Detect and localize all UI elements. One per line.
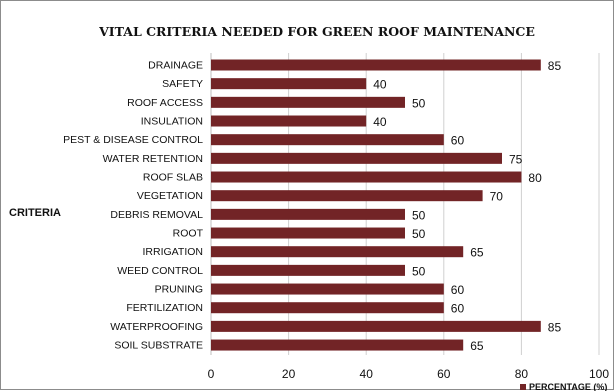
category-label: WATER RETENTION xyxy=(103,153,203,165)
data-label: 40 xyxy=(373,115,387,129)
category-label: WATERPROOFING xyxy=(110,321,203,333)
data-label: 40 xyxy=(373,78,387,92)
x-tick-label: 40 xyxy=(360,367,374,381)
bar xyxy=(211,115,367,127)
x-tick-labels: 0 20 40 60 80 100 xyxy=(208,367,610,381)
data-label: 60 xyxy=(451,283,465,297)
category-label: FERTILIZATION xyxy=(126,302,203,314)
category-label: DRAINAGE xyxy=(148,60,203,72)
bar xyxy=(211,339,464,351)
category-label: IRRIGATION xyxy=(143,246,203,258)
x-tick-label: 80 xyxy=(515,367,529,381)
category-label: ROOF SLAB xyxy=(143,172,203,184)
category-label: WEED CONTROL xyxy=(117,265,203,277)
x-tick-label: 0 xyxy=(208,367,215,381)
category-label: ROOT xyxy=(173,228,204,240)
data-labels: 85 40 50 40 60 75 80 70 50 50 65 50 60 60 85 65 xyxy=(373,59,561,353)
category-labels: DRAINAGE SAFETY ROOF ACCESS INSULATION PEST … xyxy=(63,60,203,352)
bar xyxy=(211,283,444,295)
bar xyxy=(211,190,483,202)
bar xyxy=(211,264,405,276)
data-label: 60 xyxy=(451,302,465,316)
category-label: PRUNING xyxy=(155,284,203,296)
data-label: 85 xyxy=(548,320,562,334)
category-label: ROOF ACCESS xyxy=(127,97,203,109)
x-tick-label: 20 xyxy=(282,367,296,381)
bar xyxy=(211,78,367,90)
chart-title: VITAL CRITERIA NEEDED FOR GREEN ROOF MAI… xyxy=(98,24,535,39)
data-label: 60 xyxy=(451,134,465,148)
bar xyxy=(211,171,522,183)
bar xyxy=(211,208,405,220)
data-label: 50 xyxy=(412,96,426,110)
legend: PERCENTAGE (%) xyxy=(520,382,607,391)
data-label: 80 xyxy=(528,171,542,185)
category-label: INSULATION xyxy=(141,116,203,128)
category-label: SAFETY xyxy=(162,78,203,90)
data-label: 50 xyxy=(412,264,426,278)
category-label: VEGETATION xyxy=(137,190,203,202)
bar xyxy=(211,59,541,71)
bar xyxy=(211,96,405,108)
bar xyxy=(211,227,405,239)
data-label: 65 xyxy=(470,246,484,260)
bars xyxy=(211,59,541,351)
data-label: 70 xyxy=(490,190,504,204)
bar xyxy=(211,134,444,146)
bar xyxy=(211,302,444,314)
bar xyxy=(211,152,502,164)
data-label: 85 xyxy=(548,59,562,73)
category-label: SOIL SUBSTRATE xyxy=(114,340,203,352)
legend-swatch xyxy=(520,384,526,390)
bar xyxy=(211,320,541,332)
x-tick-label: 60 xyxy=(437,367,451,381)
data-label: 50 xyxy=(412,227,426,241)
category-label: PEST & DISEASE CONTROL xyxy=(63,134,203,146)
data-label: 50 xyxy=(412,208,426,222)
category-label: DEBRIS REMOVAL xyxy=(110,209,203,221)
data-label: 65 xyxy=(470,339,484,353)
x-tick-label: 100 xyxy=(589,367,609,381)
data-label: 75 xyxy=(509,152,523,166)
y-axis-title: CRITERIA xyxy=(9,207,61,219)
legend-label: PERCENTAGE (%) xyxy=(529,382,607,391)
bar xyxy=(211,246,464,258)
